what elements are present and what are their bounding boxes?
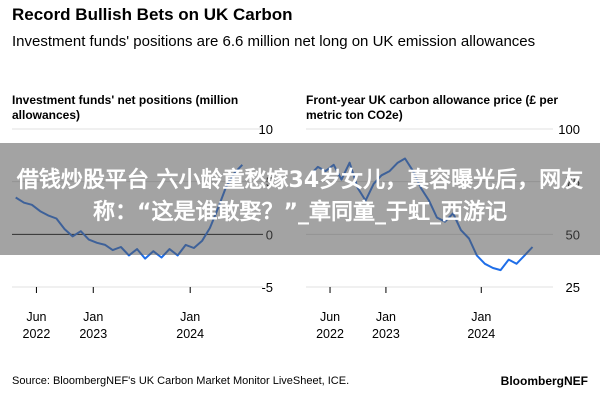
right-x-tick-label: 2022 xyxy=(316,327,344,341)
right-x-tick-label: Jun xyxy=(320,310,340,324)
left-x-tick-label: 2023 xyxy=(79,327,107,341)
left-y-tick-label: 10 xyxy=(259,122,273,137)
right-y-tick-label: 25 xyxy=(566,280,580,295)
left-y-tick-label: -5 xyxy=(261,280,273,295)
left-x-tick-label: Jan xyxy=(180,310,200,324)
watermark-banner: 借钱炒股平台 六小龄童愁嫁34岁女儿，真容曝光后，网友称：“这是谁敢娶？”_章同… xyxy=(0,143,600,255)
left-panel-title: Investment funds' net positions (million… xyxy=(12,93,239,122)
chart-subtitle: Investment funds' positions are 6.6 mill… xyxy=(12,33,536,50)
right-x-tick-label: Jan xyxy=(471,310,491,324)
left-x-tick-label: 2022 xyxy=(23,327,51,341)
source-note: Source: BloombergNEF's UK Carbon Market … xyxy=(12,375,350,387)
right-x-tick-label: 2023 xyxy=(372,327,400,341)
watermark-text: 借钱炒股平台 六小龄童愁嫁34岁女儿，真容曝光后，网友称：“这是谁敢娶？”_章同… xyxy=(16,168,584,225)
brand-logo: BloombergNEF xyxy=(500,374,588,388)
right-x-tick-label: 2024 xyxy=(467,327,495,341)
chart-title: Record Bullish Bets on UK Carbon xyxy=(12,5,293,24)
left-x-tick-label: 2024 xyxy=(176,327,204,341)
left-x-tick-label: Jan xyxy=(83,310,103,324)
left-x-tick-label: Jun xyxy=(26,310,46,324)
right-y-tick-label: 100 xyxy=(558,122,580,137)
right-panel-title: Front-year UK carbon allowance price (£ … xyxy=(306,93,559,122)
right-x-tick-label: Jan xyxy=(376,310,396,324)
